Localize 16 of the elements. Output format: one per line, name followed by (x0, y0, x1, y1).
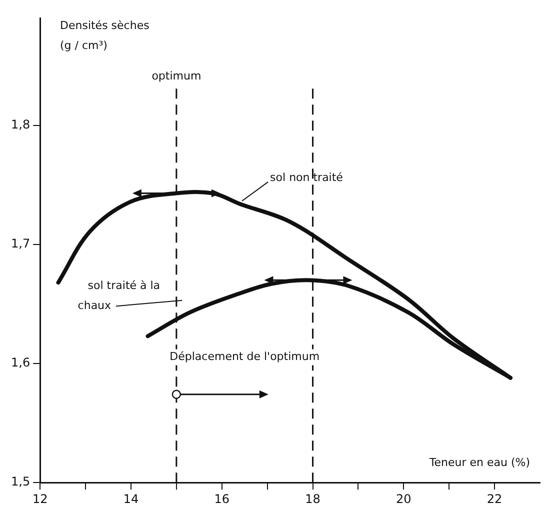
text: sol non traité (270, 170, 344, 184)
x-tick-label: 16 (214, 492, 230, 506)
y-tick-label: 1,7 (10, 236, 30, 251)
y-tick-label: 1,8 (10, 117, 30, 132)
ref-line-label: optimum (152, 70, 202, 83)
x-tick-label: 20 (396, 492, 412, 506)
x-tick-label: 18 (305, 492, 320, 506)
y-axis-title: Densités sèches (g / cm³) (60, 18, 150, 54)
x-tick-label: 14 (123, 492, 139, 506)
series-label: sol traité à la chaux (78, 278, 160, 312)
y-tick-label: 1,5 (10, 474, 30, 489)
y-tick-label: 1,6 (10, 356, 30, 370)
x-tick-label: 12 (32, 492, 48, 506)
x-tick-label: 22 (486, 492, 502, 506)
x-axis-title: Teneur en eau (%) (428, 456, 530, 469)
annotation: Déplacement de l'optimum (170, 350, 320, 364)
